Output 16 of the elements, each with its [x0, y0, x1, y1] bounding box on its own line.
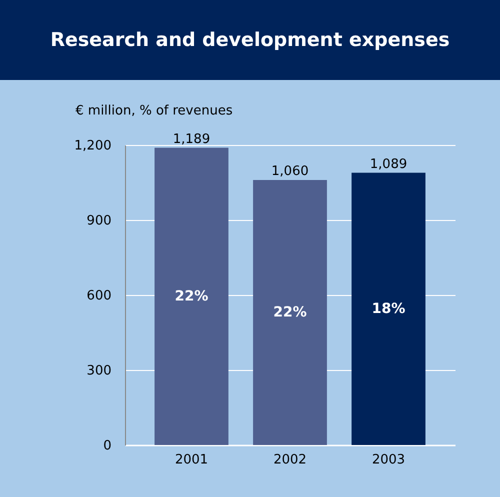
y-tick-label: 300: [86, 364, 112, 378]
x-tick-label: 2002: [273, 452, 307, 468]
x-tick-label: 2001: [174, 452, 208, 468]
data-label: 1,060: [271, 164, 309, 179]
annotation: 22%: [273, 304, 307, 320]
data-label: 1,089: [370, 156, 408, 172]
x-tick-label: 2003: [372, 452, 406, 468]
y-tick-label: 900: [86, 214, 112, 228]
y-tick-label: 1,200: [74, 138, 112, 154]
y-tick-label: 0: [103, 438, 112, 454]
data-label: 1,189: [172, 132, 210, 147]
annotation: 18%: [372, 300, 406, 317]
y-axis-title: € million, % of revenues: [76, 104, 233, 118]
chart-title: Research and development expenses: [0, 0, 500, 80]
annotation: 22%: [174, 288, 208, 304]
y-tick-label: 600: [86, 288, 112, 304]
